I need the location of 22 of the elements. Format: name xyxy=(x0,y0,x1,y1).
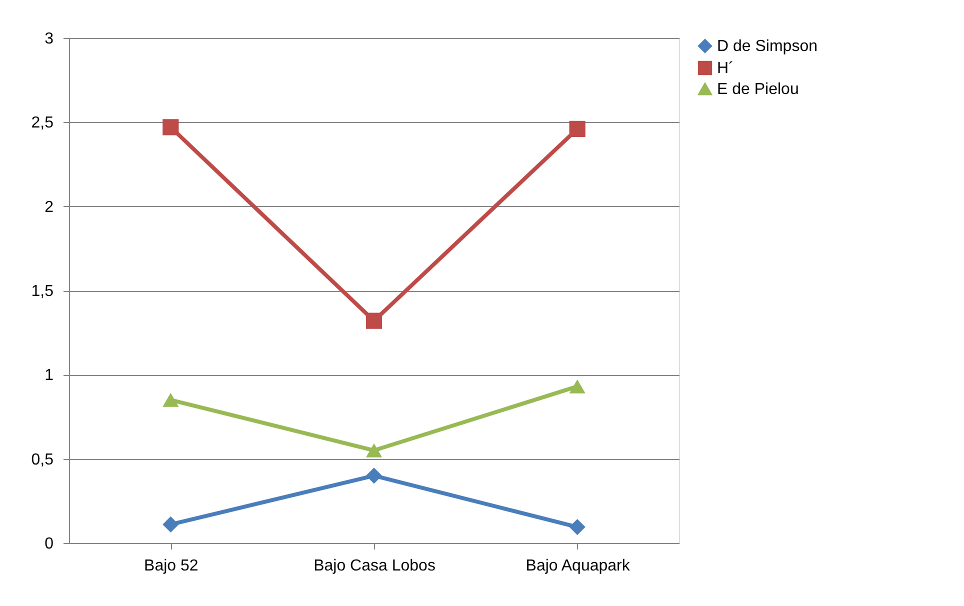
y-tick-label: 0 xyxy=(44,536,54,552)
y-tick-label: 3 xyxy=(44,30,54,48)
x-tick-label: Bajo Aquapark xyxy=(526,558,631,574)
y-tick-label: 2,5 xyxy=(31,114,54,132)
point xyxy=(569,518,586,536)
point xyxy=(162,119,179,136)
x-tick-label: Bajo Casa Lobos xyxy=(314,558,436,574)
point xyxy=(162,516,179,533)
x-tick-label: Bajo 52 xyxy=(144,558,198,574)
legend-label: H´ xyxy=(717,60,734,77)
legend-label: D de Simpson xyxy=(717,38,818,55)
point xyxy=(569,120,586,137)
point xyxy=(366,443,382,458)
y-tick-label: 2 xyxy=(44,198,54,216)
y-tick-label: 1 xyxy=(44,367,54,384)
y-tick-label: 0,5 xyxy=(31,451,54,468)
point xyxy=(366,468,382,484)
y-tick-label: 1,5 xyxy=(31,283,54,300)
legend-label: E de Pielou xyxy=(717,81,799,98)
point xyxy=(162,392,179,407)
point xyxy=(366,312,382,329)
point xyxy=(569,379,586,394)
